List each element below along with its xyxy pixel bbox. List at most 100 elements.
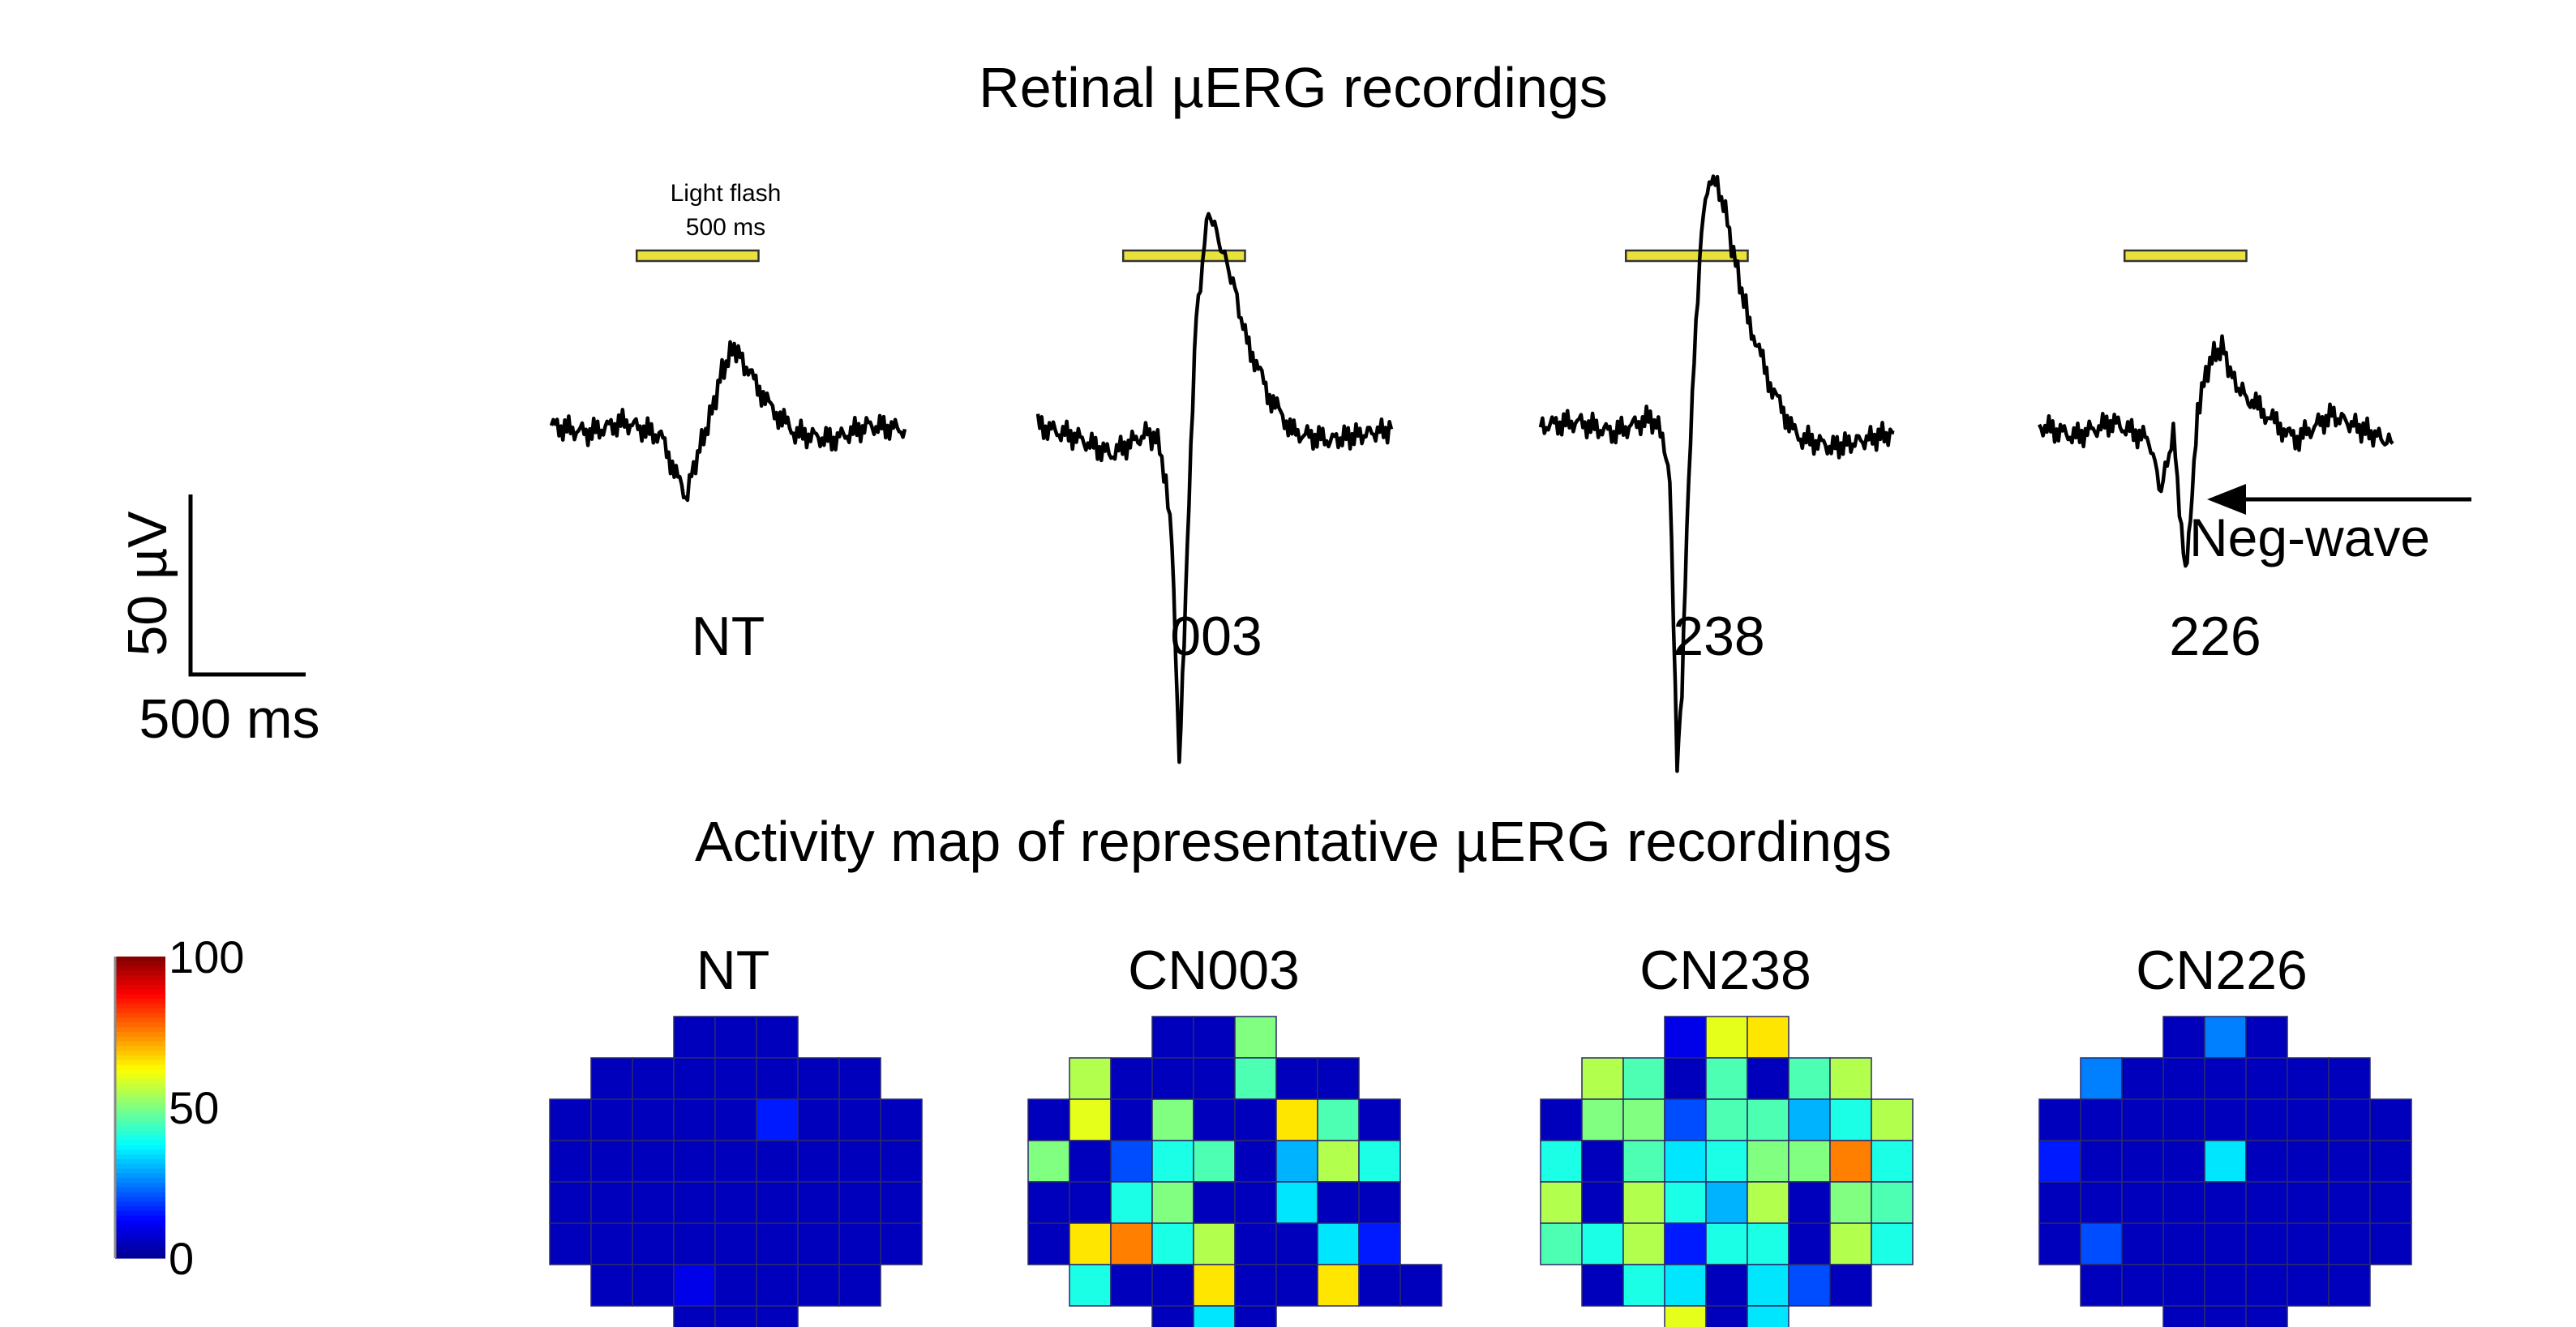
- colorbar-step: [115, 1173, 165, 1179]
- heatmap-cell: [1664, 1098, 1707, 1141]
- heatmap-cell: [1110, 1264, 1153, 1307]
- heatmap-cell: [1581, 1181, 1624, 1224]
- colorbar-step: [115, 1121, 165, 1127]
- heatmap-cell: [2245, 1057, 2288, 1100]
- trace-label-238: 238: [1673, 606, 1764, 667]
- heatmap-cell: [756, 1305, 799, 1327]
- colorbar-step: [115, 1004, 165, 1009]
- heatmap-cell: [1069, 1057, 1112, 1100]
- heatmap-cell: [1234, 1222, 1277, 1265]
- heatmap-cell: [1581, 1098, 1624, 1141]
- trace-labels: NT 003 238 226: [692, 606, 2261, 667]
- colorbar-step: [115, 1064, 165, 1071]
- colorbar-step: [115, 1102, 165, 1108]
- heatmap-cell: [1193, 1098, 1236, 1141]
- heatmap-cell: [1829, 1181, 1872, 1224]
- colorbar-step: [115, 1074, 165, 1080]
- heatmap-cell: [838, 1140, 881, 1183]
- colorbar-step: [115, 1055, 165, 1061]
- heatmap-cell: [1110, 1222, 1153, 1265]
- colorbar-step: [115, 1183, 165, 1188]
- heatmap-cell: [1151, 1181, 1194, 1224]
- heatmap-title-CN226: CN226: [2136, 940, 2308, 1001]
- heatmap-cell: [2121, 1057, 2164, 1100]
- colorbar-step: [115, 957, 165, 962]
- heatmap-cell: [2121, 1098, 2164, 1141]
- heatmap-cell: [2245, 1098, 2288, 1141]
- heatmap-cell: [2328, 1222, 2371, 1265]
- heatmap-cell: [2162, 1140, 2205, 1183]
- colorbar-step: [115, 1012, 165, 1019]
- trace-238: [1538, 174, 1895, 773]
- heatmap-cell: [1317, 1181, 1360, 1224]
- heatmap-cell: [2245, 1305, 2288, 1327]
- top-title: Retinal µERG recordings: [979, 56, 1608, 119]
- heatmap-cell: [1581, 1140, 1624, 1183]
- trace-003: [1035, 212, 1394, 764]
- colorbar-step: [115, 1206, 165, 1212]
- heatmap-cell: [1622, 1222, 1665, 1265]
- heatmap-cell: [2162, 1305, 2205, 1327]
- colorbar-step: [115, 965, 165, 972]
- heatmap-cell: [1622, 1264, 1665, 1307]
- heatmap-cell: [2287, 1098, 2330, 1141]
- trace-NT: [549, 340, 907, 503]
- heatmap-cell: [1705, 1057, 1748, 1100]
- heatmap-cell: [1705, 1222, 1748, 1265]
- colorbar-step: [115, 989, 165, 995]
- heatmap-cell: [2080, 1057, 2123, 1100]
- heatmap-cell: [1193, 1057, 1236, 1100]
- heatmap-cell: [1193, 1181, 1236, 1224]
- heatmap-cell: [2080, 1222, 2123, 1265]
- colorbar: 0 50 100: [114, 931, 244, 1284]
- heatmap-cell: [1193, 1264, 1236, 1307]
- heatmap-cell: [1747, 1016, 1789, 1059]
- heatmap-cell: [1540, 1098, 1583, 1141]
- heatmap-cell: [1747, 1222, 1789, 1265]
- flash-bar-003: [1121, 249, 1246, 263]
- heatmap-cell: [1151, 1016, 1194, 1059]
- colorbar-step: [115, 1192, 165, 1198]
- heatmap-cell: [838, 1181, 881, 1224]
- heatmap-cell: [714, 1140, 757, 1183]
- heatmap-cell: [673, 1016, 716, 1059]
- heatmap-cell: [1151, 1098, 1194, 1141]
- heatmap-cell: [1581, 1264, 1624, 1307]
- heatmap-cell: [1747, 1057, 1789, 1100]
- heatmap-cell: [2287, 1181, 2330, 1224]
- heatmap-cell: [590, 1181, 633, 1224]
- colorbar-tick-0: 0: [169, 1233, 194, 1284]
- colorbar-step: [115, 1149, 165, 1155]
- heatmap-cell: [2121, 1264, 2164, 1307]
- colorbar-step: [115, 1210, 165, 1217]
- heatmap-cell: [2245, 1181, 2288, 1224]
- colorbar-step: [115, 1041, 165, 1047]
- scale-bar: 50 µV 500 ms: [117, 494, 320, 750]
- heatmap-CN238: CN238: [1540, 940, 1914, 1327]
- heatmap-cell: [1705, 1016, 1748, 1059]
- colorbar-step: [115, 1107, 165, 1113]
- heatmap-cell: [673, 1140, 716, 1183]
- heatmap-cell: [756, 1098, 799, 1141]
- heatmap-cell: [1788, 1222, 1831, 1265]
- heatmap-cell: [2204, 1098, 2247, 1141]
- colorbar-step: [115, 1168, 165, 1174]
- heatmap-cell: [1234, 1181, 1277, 1224]
- heatmap-cell: [632, 1264, 675, 1307]
- heatmap-cell: [1747, 1140, 1789, 1183]
- heatmap-cell: [1027, 1140, 1070, 1183]
- heatmap-cell: [1151, 1140, 1194, 1183]
- colorbar-step: [115, 1140, 165, 1146]
- heatmap-cell: [797, 1222, 840, 1265]
- heatmap-CN003: CN003: [1027, 940, 1442, 1327]
- heatmap-cell: [1193, 1305, 1236, 1327]
- heatmap-cell: [2369, 1181, 2412, 1224]
- heatmap-cell: [1151, 1057, 1194, 1100]
- colorbar-step: [115, 1215, 165, 1222]
- heatmap-cell: [1540, 1222, 1583, 1265]
- heatmap-cell: [1540, 1181, 1583, 1224]
- heatmap-cell: [1705, 1181, 1748, 1224]
- colorbar-step: [115, 1022, 165, 1028]
- heatmap-cell: [2328, 1181, 2371, 1224]
- heatmap-cell: [1317, 1057, 1360, 1100]
